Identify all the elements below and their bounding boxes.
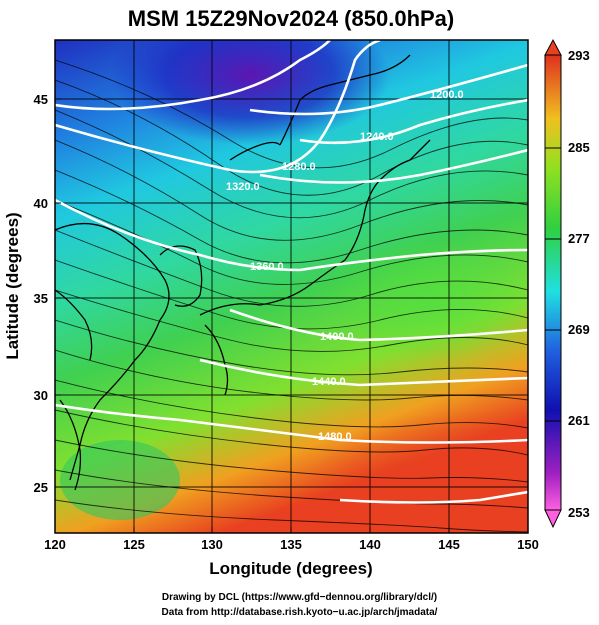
contour-label: 1200.0	[430, 89, 464, 101]
cold-region	[110, 40, 390, 145]
contour-label: 1360.0	[250, 261, 284, 273]
x-tick-label: 145	[438, 537, 460, 552]
x-tick-label: 125	[123, 537, 145, 552]
credit-data: Data from http://database.rish.kyoto−u.a…	[161, 607, 438, 618]
x-tick-label: 135	[280, 537, 302, 552]
y-tick-label: 40	[34, 196, 48, 211]
streamlines	[55, 59, 528, 533]
y-tick-label: 45	[34, 92, 48, 107]
coastlines	[55, 54, 431, 491]
colorbar-top-arrow	[544, 38, 562, 56]
y-tick-label: 35	[34, 291, 48, 306]
x-tick-label: 140	[359, 537, 381, 552]
chart-title: MSM 15Z29Nov2024 (850.0hPa)	[128, 6, 455, 31]
colorbar-tick-label: 269	[568, 322, 590, 337]
y-tick-label: 25	[34, 480, 48, 495]
x-axis: 120 125 130 135 140 145 150 Longitude (d…	[44, 527, 539, 578]
y-axis-label: Latitude (degrees)	[3, 212, 22, 359]
contour-label: 1440.0	[312, 376, 346, 388]
green-band	[320, 240, 528, 360]
contour-label: 1320.0	[226, 181, 260, 193]
lat-lon-grid	[55, 40, 528, 533]
colorbar-tick-label: 277	[568, 231, 590, 246]
y-tick-label: 30	[34, 388, 48, 403]
x-tick-label: 130	[201, 537, 223, 552]
height-contours	[55, 40, 528, 504]
x-tick-label: 150	[517, 537, 539, 552]
colorbar-tick-label: 261	[568, 413, 590, 428]
colorbar-tick-label: 293	[568, 48, 590, 63]
contour-label: 1240.0	[360, 131, 394, 143]
contour-label: 1400.0	[320, 331, 354, 343]
y-axis: 25 30 35 40 45 Latitude (degrees)	[3, 92, 61, 495]
x-tick-label: 120	[44, 537, 66, 552]
credit-drawing: Drawing by DCL (https://www.gfd−dennou.o…	[161, 592, 438, 603]
plot-area: 1200.0 1240.0 1280.0 1320.0 1360.0 1400.…	[55, 40, 528, 533]
colorbar-tick-label: 253	[568, 505, 590, 520]
colorbar-tick-label: 285	[568, 140, 590, 155]
contour-label: 1280.0	[282, 161, 316, 173]
contour-label: 1480.0	[318, 431, 352, 443]
colorbar: 293 285 277 269 261 253	[544, 38, 590, 529]
green-southwest	[60, 440, 180, 520]
x-axis-label: Longitude (degrees)	[209, 559, 372, 578]
colorbar-scale	[544, 54, 562, 511]
colorbar-bottom-arrow	[544, 509, 562, 529]
